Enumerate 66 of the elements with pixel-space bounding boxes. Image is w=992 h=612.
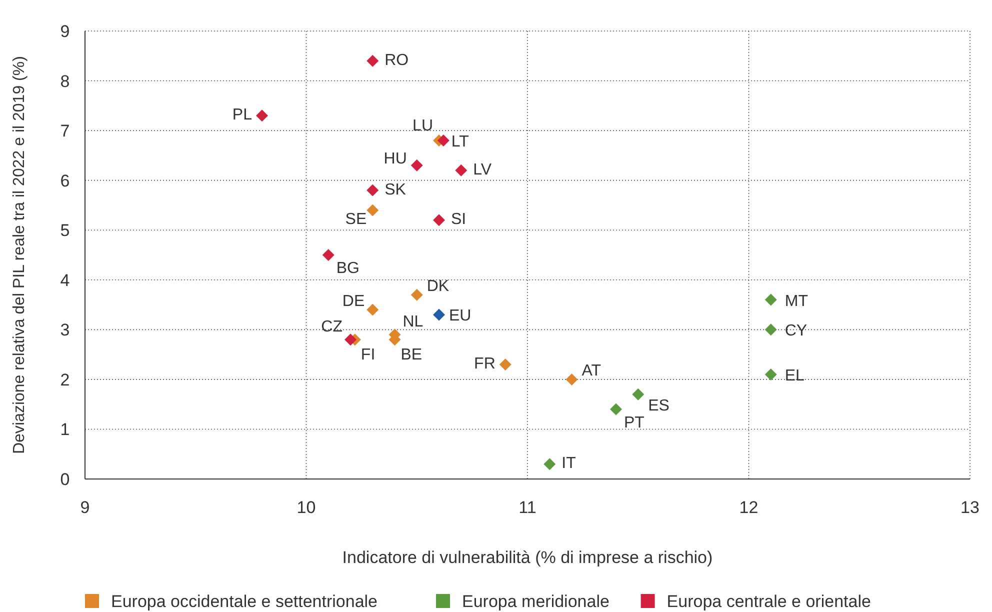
point — [566, 373, 578, 386]
point — [410, 288, 423, 301]
point — [544, 458, 556, 470]
annotation: SK — [384, 181, 406, 198]
legend-label: Europa meridionale — [462, 592, 610, 611]
y-tick-label: 1 — [60, 420, 70, 440]
y-tick-label: 7 — [60, 122, 70, 141]
x-axis-title: Indicatore di vulnerabilità (% di imprese a rischio) — [342, 548, 713, 567]
annotation: EU — [449, 308, 472, 325]
point — [632, 388, 644, 400]
y-tick-label: 0 — [60, 470, 70, 489]
annotation: BE — [400, 346, 422, 364]
x-tick-label: 11 — [518, 498, 536, 517]
point — [344, 334, 356, 346]
annotation: PT — [624, 414, 645, 432]
point — [410, 159, 423, 172]
point — [433, 214, 445, 226]
x-tick-label: 12 — [739, 498, 758, 517]
legend-label: Europa centrale e orientale — [666, 592, 871, 611]
annotation: LU — [412, 118, 433, 135]
y-tick-label: 8 — [60, 72, 70, 91]
y-tick-label: 9 — [60, 22, 70, 41]
annotation: FI — [360, 346, 376, 364]
annotation: ES — [648, 397, 670, 414]
y-tick-label: 5 — [60, 221, 70, 240]
annotation: LV — [473, 161, 492, 178]
point — [366, 304, 379, 316]
point — [366, 54, 379, 67]
y-tick-label: 3 — [60, 320, 70, 340]
annotation: BG — [336, 260, 360, 277]
annotation: SE — [345, 211, 367, 228]
annotation: HU — [384, 150, 407, 168]
y-tick-label: 2 — [60, 370, 70, 390]
y-tick-label: 4 — [60, 270, 70, 290]
point — [437, 134, 450, 147]
y-axis-title: Deviazione relativa del PIL reale tra il 2022 e il 2019 (%) — [11, 56, 28, 454]
y-tick-label: 6 — [60, 171, 70, 190]
point — [764, 294, 777, 306]
point — [764, 324, 777, 336]
annotation: CY — [784, 322, 808, 340]
annotation: IT — [562, 455, 576, 472]
legend-label: Europa occidentale e settentrionale — [111, 592, 378, 611]
point — [610, 403, 622, 416]
annotation: MT — [784, 292, 808, 310]
annotation: NL — [402, 314, 424, 331]
x-tick-label: 9 — [80, 498, 90, 517]
annotation: DE — [342, 292, 365, 310]
annotation: DK — [426, 278, 450, 295]
annotation: LT — [451, 134, 470, 151]
point — [764, 368, 777, 380]
point — [455, 164, 468, 176]
annotation: RO — [384, 52, 409, 69]
x-tick-label: 10 — [296, 498, 316, 517]
point — [433, 308, 445, 321]
point — [366, 184, 379, 196]
point — [322, 249, 334, 261]
point — [499, 358, 512, 371]
annotation: SI — [451, 211, 466, 228]
annotation: AT — [582, 362, 602, 380]
point — [366, 204, 379, 216]
annotation: FR — [474, 356, 496, 373]
point — [256, 110, 268, 122]
x-tick-label: 13 — [960, 498, 980, 517]
annotation: EL — [784, 367, 805, 384]
annotation: PL — [232, 106, 252, 124]
annotation: CZ — [321, 318, 343, 336]
